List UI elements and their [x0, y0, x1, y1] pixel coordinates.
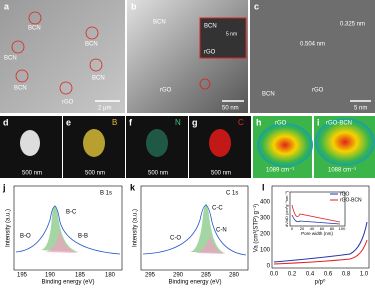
panel-label: h	[256, 117, 262, 127]
annotation: BCN	[204, 24, 217, 30]
panel-label: g	[192, 117, 198, 127]
tick-label: 185	[75, 273, 86, 279]
tick-label: 190	[45, 273, 56, 279]
element: N	[175, 118, 181, 127]
hrtem-image	[250, 0, 375, 113]
peak-label: C-N	[216, 228, 227, 234]
y-label: Va (cm³(STP) g⁻¹)	[254, 204, 260, 252]
title: C 1s	[226, 191, 238, 197]
tick-label: 0	[291, 226, 294, 231]
scale-bar: 2 μm	[98, 106, 111, 112]
tick-label: 1.0	[360, 272, 369, 278]
tick-label: 0.6	[324, 272, 333, 278]
element: B	[112, 118, 117, 127]
annotation: 0.325 nm	[340, 22, 365, 28]
peak-label: B-B	[78, 234, 88, 240]
annotation: BCN	[28, 26, 41, 32]
tick-label: 290	[173, 273, 184, 279]
annotation: BCN	[92, 76, 105, 82]
peak-label: C-O	[170, 236, 181, 242]
panel-label: a	[4, 1, 10, 11]
y-label: Intensity (a.u.)	[133, 209, 139, 247]
scale-bar: 500 nm	[148, 171, 168, 177]
panel-label: k	[130, 182, 136, 192]
scale-bar: 500 nm	[22, 171, 42, 177]
raman-peak: 1089 cm⁻¹	[266, 168, 294, 174]
annotation: rGO	[62, 100, 74, 106]
raman-peak: 1088 cm⁻¹	[328, 168, 356, 174]
x-label: p/p⁰	[315, 279, 326, 286]
annotation: BCN	[14, 86, 27, 92]
scale-bar: 50 nm	[222, 106, 239, 112]
tick-label: 100	[339, 226, 346, 231]
tick-label: 200	[260, 232, 271, 238]
tick-label: 295	[145, 273, 156, 279]
annotation: rGO	[160, 88, 172, 94]
tick-label: 285	[201, 273, 212, 279]
tick-label: 20	[300, 226, 305, 231]
tick-label: 195	[17, 273, 28, 279]
element: C	[238, 118, 244, 127]
legend-label: rGO-BCN	[340, 197, 362, 203]
tick-label: 40	[310, 226, 315, 231]
annotation: rGO	[204, 50, 216, 56]
tick-label: 60	[320, 226, 325, 231]
panel-label: f	[129, 117, 133, 127]
panel-label: e	[66, 117, 71, 127]
peak-label: B-C	[66, 210, 77, 216]
title: B 1s	[100, 191, 112, 197]
panel-label: b	[131, 1, 137, 11]
tick-label: 0.8	[342, 272, 351, 278]
x-label: Binding energy (eV)	[168, 280, 221, 286]
scale-bar: 500 nm	[85, 171, 105, 177]
panel-label: i	[317, 117, 320, 127]
inset	[199, 17, 247, 59]
annotation: BCN	[262, 92, 275, 98]
inset-x-label: Pore width (nm)	[301, 231, 333, 236]
tick-label: 0.0	[270, 272, 279, 278]
panel-label: l	[262, 182, 265, 192]
panel-label: j	[2, 182, 6, 192]
tick-label: 180	[105, 273, 116, 279]
tem-image	[0, 0, 125, 113]
scale-bar: 500 nm	[211, 171, 231, 177]
tick-label: 300	[260, 216, 271, 222]
y-label: Intensity (a.u.)	[6, 209, 12, 247]
annotation: 5 nm	[226, 31, 237, 37]
tick-label: 0.2	[288, 272, 297, 278]
panel-label: c	[254, 1, 259, 11]
tick-label: 100	[260, 248, 271, 254]
panel-label: d	[3, 117, 9, 127]
tick-label: 0	[267, 264, 271, 270]
tick-label: 0.4	[306, 272, 315, 278]
sample: rGO-BCN	[326, 121, 352, 127]
annotation: BCN	[153, 20, 166, 26]
sample: rGO	[275, 121, 287, 127]
annotation: 0.504 nm	[300, 42, 325, 48]
legend-label: rGO	[340, 191, 350, 197]
x-label: Binding energy (eV)	[41, 280, 94, 286]
scale-bar: 5 nm	[354, 106, 367, 112]
peak-label: C-C	[212, 206, 223, 212]
annotation: rGO	[312, 88, 324, 94]
annotation: BCN	[4, 56, 17, 62]
peak-label: B-O	[20, 234, 31, 240]
annotation: BCN	[85, 42, 98, 48]
inset-y-label: dV/dD (cm³g⁻¹nm⁻¹)	[284, 190, 289, 227]
tick-label: 80	[330, 226, 335, 231]
tick-label: 400	[260, 200, 271, 206]
tick-label: 280	[229, 273, 240, 279]
